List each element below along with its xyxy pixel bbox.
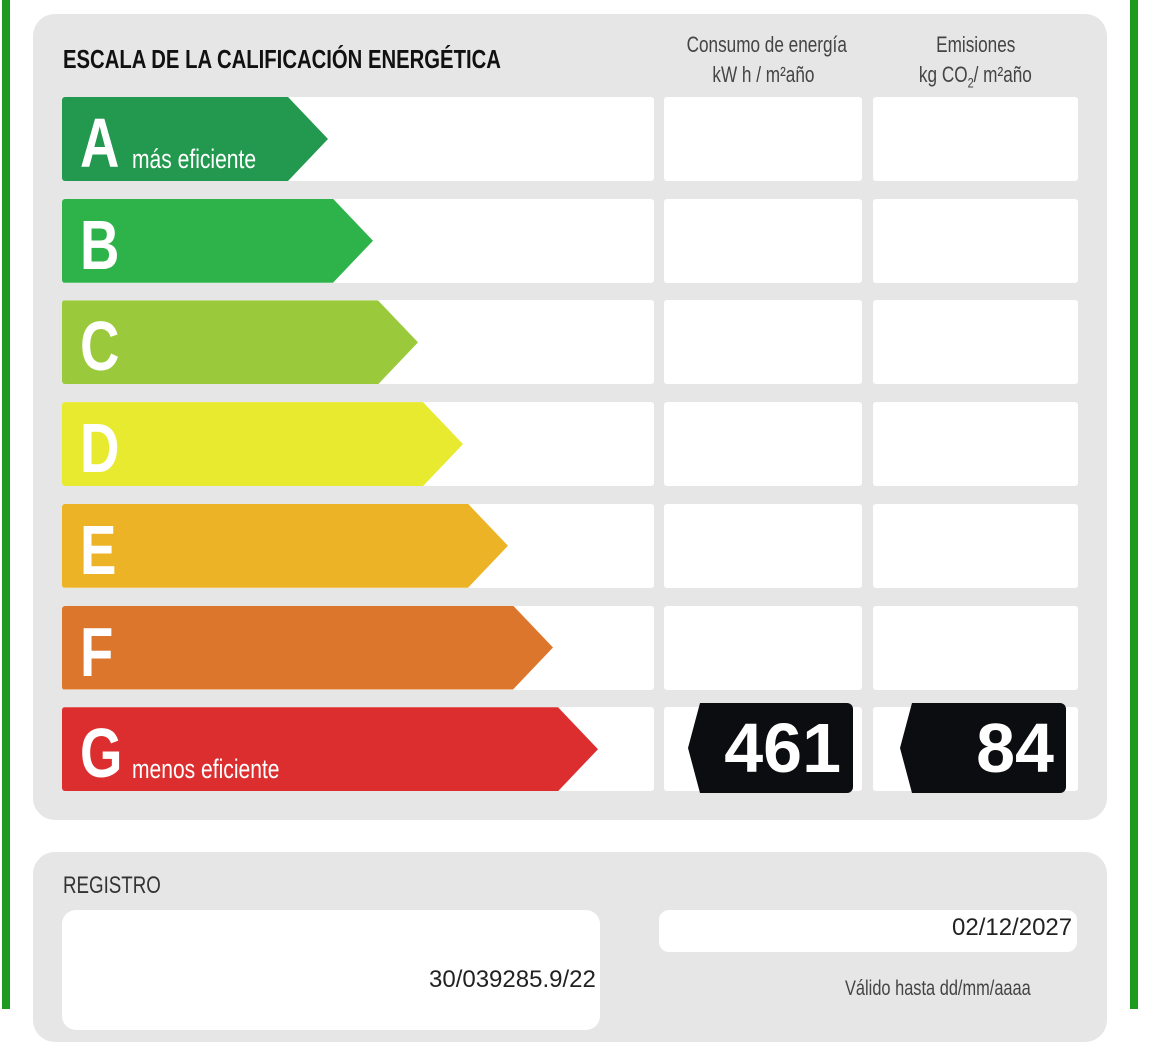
valid-until-date: 02/12/2027 [952, 914, 1073, 941]
grade-letter: D [80, 409, 120, 488]
grade-subtitle: menos eficiente [132, 754, 280, 785]
emissions-cell [873, 198, 1078, 283]
energy-column-header: Consumo de energía kW h / m²año [686, 32, 847, 87]
grade-arrow-b: B [62, 198, 373, 284]
energy-cell [664, 402, 862, 487]
grade-subtitle: más eficiente [132, 144, 257, 174]
grade-letter: A [80, 104, 120, 182]
emissions-value-badge: 84 [900, 703, 1066, 793]
grade-arrow-c: C [62, 300, 418, 386]
grade-arrow-e: E [62, 503, 508, 589]
emissions-cell [873, 503, 1078, 588]
grade-arrow-a: A más eficiente [62, 97, 328, 181]
grade-letter: E [80, 510, 117, 589]
emissions-cell [873, 402, 1078, 487]
energy-cell [664, 97, 862, 181]
emissions-cell [873, 97, 1078, 181]
energy-value-badge: 461 [688, 703, 853, 793]
grade-arrow-f: F [62, 605, 553, 691]
grade-arrow-d: D [62, 402, 463, 488]
emissions-cell [873, 605, 1078, 690]
energy-cell [664, 198, 862, 283]
grade-letter: C [80, 307, 120, 386]
registro-number: 30/039285.9/22 [429, 966, 596, 993]
valid-until-label: Válido hasta dd/mm/aaaa [845, 977, 1031, 1000]
registro-label: REGISTRO [63, 872, 161, 899]
energy-cell [664, 503, 862, 588]
valid-until-box [659, 910, 1077, 952]
emissions-cell [873, 300, 1078, 385]
emissions-column-header: Emisiones kg CO2/ m²año [919, 32, 1032, 91]
left-border [2, 0, 10, 1009]
scale-title: ESCALA DE LA CALIFICACIÓN ENERGÉTICA [63, 44, 501, 74]
grade-letter: B [80, 205, 120, 284]
right-border [1130, 0, 1138, 1009]
energy-cell [664, 605, 862, 690]
grade-arrow-g: G menos eficiente [62, 707, 598, 793]
grade-letter: G [80, 714, 123, 793]
grade-letter: F [80, 612, 114, 691]
energy-cell [664, 300, 862, 385]
